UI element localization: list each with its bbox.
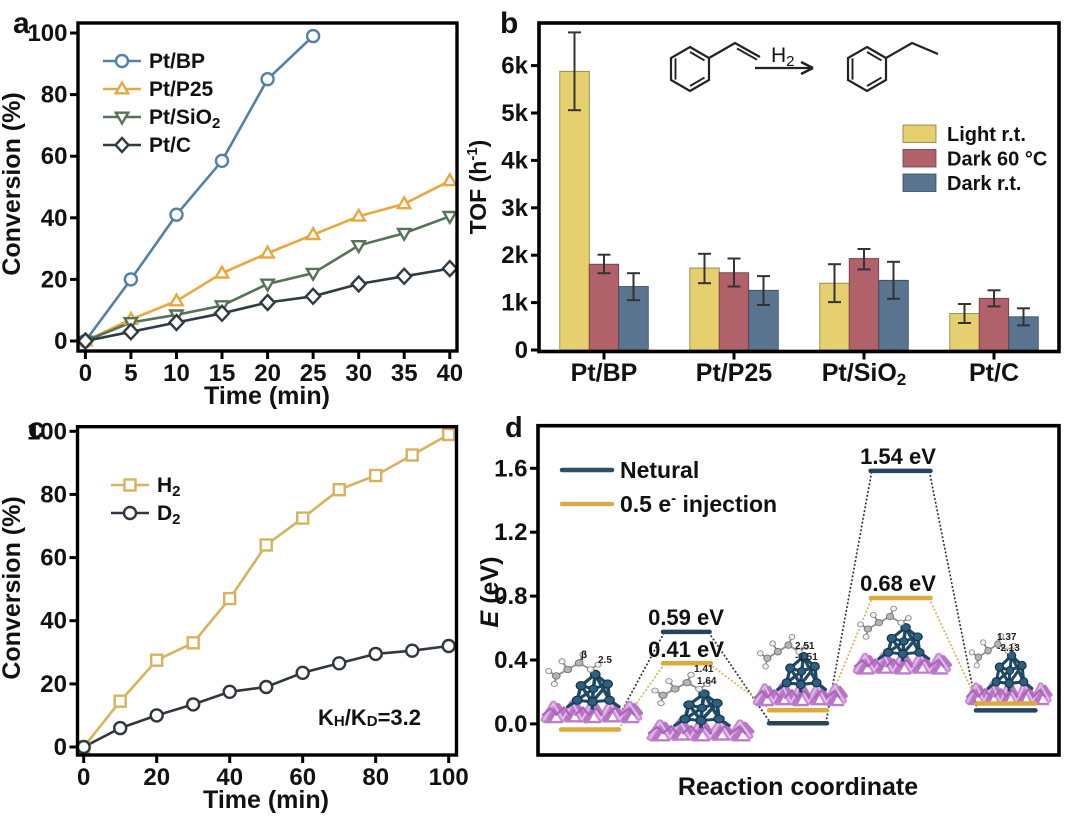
svg-text:20: 20 [40,671,67,698]
svg-text:100: 100 [27,20,67,47]
svg-text:Dark r.t.: Dark r.t. [947,173,1021,195]
svg-text:1.41: 1.41 [694,664,714,675]
svg-text:3k: 3k [501,195,528,222]
svg-text:0.59 eV: 0.59 eV [648,605,724,630]
svg-text:100: 100 [27,418,67,445]
svg-text:20: 20 [254,360,281,387]
svg-text:60: 60 [41,143,68,170]
svg-text:0.4: 0.4 [494,647,528,674]
svg-text:0: 0 [54,734,67,761]
svg-text:d: d [505,412,523,444]
svg-text:Time (min): Time (min) [204,382,330,410]
svg-text:0: 0 [79,360,92,387]
svg-text:Dark 60 °C: Dark 60 °C [947,149,1047,171]
svg-text:c: c [28,412,45,445]
svg-text:β: β [581,650,587,661]
svg-text:Reaction coordinate: Reaction coordinate [678,773,918,801]
svg-text:40: 40 [41,205,68,232]
svg-text:Pt/C: Pt/C [149,134,191,157]
svg-text:40: 40 [216,764,243,791]
svg-text:80: 80 [362,764,389,791]
svg-text:20: 20 [143,764,170,791]
svg-text:-2.13: -2.13 [997,643,1020,654]
svg-text:1.6: 1.6 [494,455,527,482]
svg-text:Pt/P25: Pt/P25 [696,359,773,387]
svg-text:0.8: 0.8 [494,583,527,610]
svg-text:0.0: 0.0 [494,711,527,738]
svg-text:80: 80 [41,82,68,109]
svg-text:E (eV): E (eV) [476,557,504,628]
svg-text:a: a [13,7,30,40]
svg-text:80: 80 [40,481,67,508]
svg-text:25: 25 [300,360,327,387]
svg-text:1.54 eV: 1.54 eV [860,444,936,469]
svg-text:1.64: 1.64 [697,676,717,687]
svg-text:0: 0 [54,328,67,355]
svg-text:Light r.t.: Light r.t. [947,124,1026,146]
svg-text:0: 0 [515,337,528,364]
svg-text:Conversion (%): Conversion (%) [0,496,26,679]
svg-text:2k: 2k [501,242,528,269]
svg-text:1k: 1k [501,290,528,317]
svg-text:Pt/SiO2: Pt/SiO2 [149,106,220,132]
svg-text:Conversion (%): Conversion (%) [0,92,26,275]
svg-text:2.51: 2.51 [795,641,815,652]
svg-text:-1.51: -1.51 [795,652,818,663]
svg-text:5k: 5k [501,100,528,127]
svg-text:4k: 4k [501,147,528,174]
svg-text:Pt/BP: Pt/BP [149,50,205,73]
svg-text:100: 100 [429,764,469,791]
svg-text:Pt/BP: Pt/BP [571,359,638,387]
svg-text:30: 30 [345,360,372,387]
svg-text:0.41 eV: 0.41 eV [648,637,724,662]
svg-text:b: b [500,7,518,40]
svg-text:5: 5 [124,360,137,387]
svg-text:2.5: 2.5 [598,655,612,666]
svg-text:6k: 6k [501,53,528,80]
svg-text:40: 40 [436,360,463,387]
svg-text:40: 40 [40,608,67,635]
svg-text:Pt/SiO2: Pt/SiO2 [822,359,906,389]
svg-text:15: 15 [209,360,236,387]
svg-text:0: 0 [77,764,90,791]
svg-text:Pt/C: Pt/C [969,359,1019,387]
svg-text:TOF (h-1): TOF (h-1) [464,140,491,235]
svg-text:35: 35 [391,360,418,387]
svg-text:1.2: 1.2 [494,519,527,546]
svg-text:Pt/P25: Pt/P25 [149,78,214,101]
svg-text:1.37: 1.37 [997,632,1017,643]
svg-text:60: 60 [40,545,67,572]
svg-text:0.5 e- injection: 0.5 e- injection [620,490,777,517]
svg-text:10: 10 [163,360,190,387]
svg-text:60: 60 [289,764,316,791]
svg-text:Netural: Netural [620,457,699,483]
svg-text:0.68 eV: 0.68 eV [860,571,936,596]
svg-text:20: 20 [41,266,68,293]
svg-text:Time (min): Time (min) [203,786,329,814]
